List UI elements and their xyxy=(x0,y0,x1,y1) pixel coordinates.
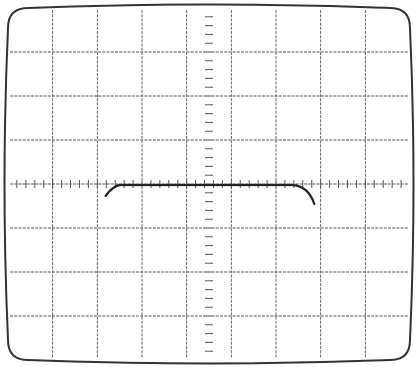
signal-trace xyxy=(104,183,316,206)
screen-border xyxy=(3,3,415,365)
trace-line xyxy=(104,183,316,206)
screen-outline xyxy=(3,3,415,365)
graticule-center-ticks xyxy=(16,16,402,352)
